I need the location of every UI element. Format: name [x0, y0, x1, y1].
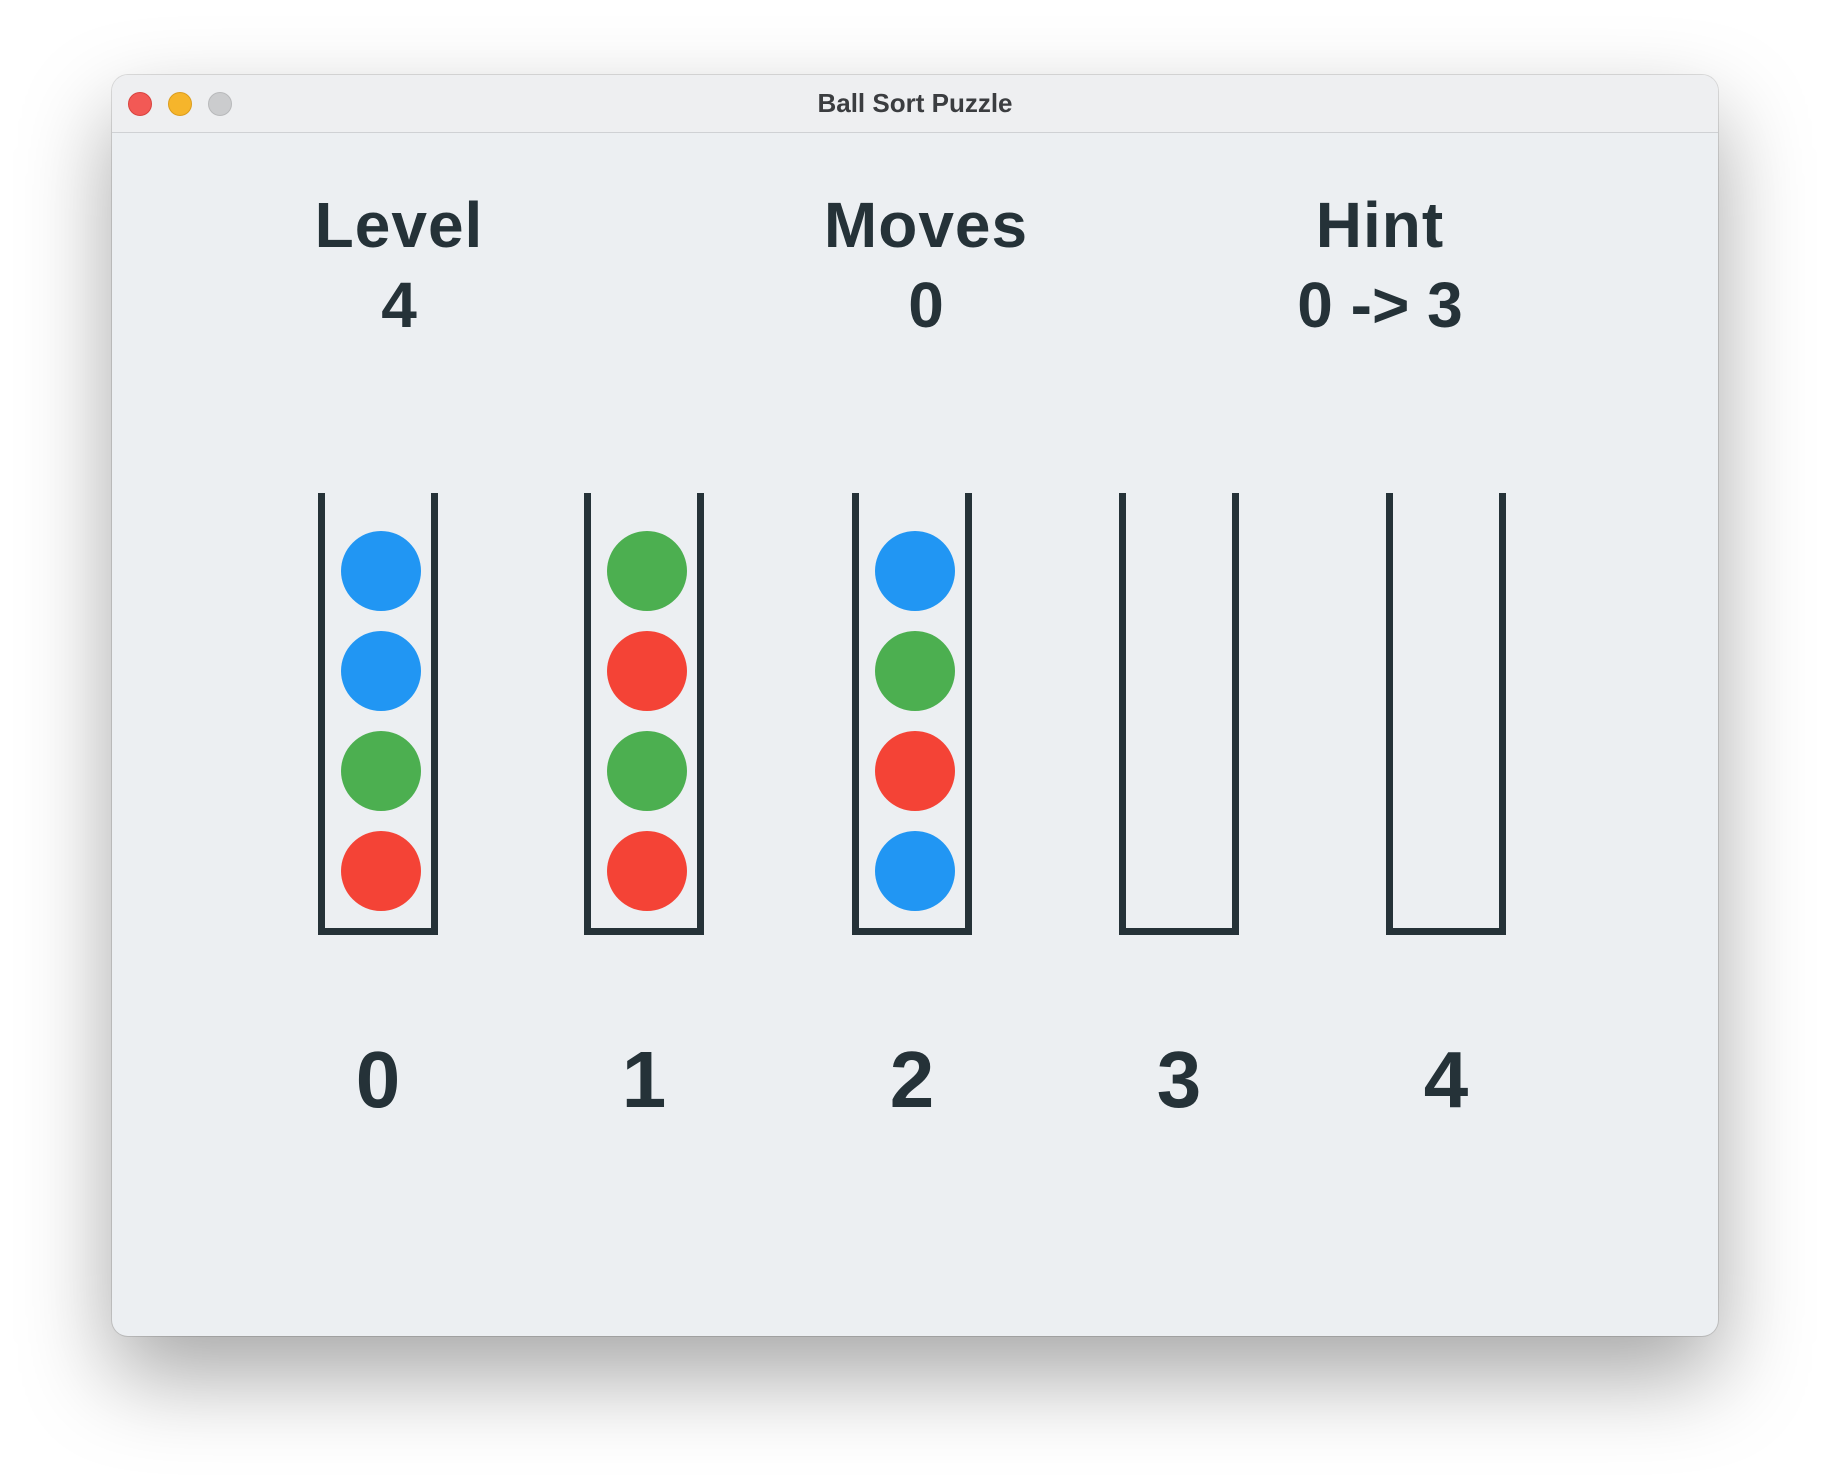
- hint-value: 0 -> 3: [1297, 269, 1463, 341]
- tube-label-1: 1: [621, 1035, 667, 1124]
- level-label: Level: [314, 189, 484, 261]
- ball-green[interactable]: [341, 731, 421, 811]
- level-stat: Level 4: [219, 185, 579, 345]
- tube-3[interactable]: [1119, 493, 1239, 935]
- window-title: Ball Sort Puzzle: [817, 88, 1013, 118]
- close-window-button[interactable]: [128, 92, 152, 116]
- ball-blue[interactable]: [341, 631, 421, 711]
- ball-red[interactable]: [607, 831, 687, 911]
- ball-green[interactable]: [607, 731, 687, 811]
- level-value: 4: [381, 269, 417, 341]
- tube-0[interactable]: [318, 493, 438, 935]
- ball-blue[interactable]: [875, 531, 955, 611]
- tube-label-0: 0: [355, 1035, 401, 1124]
- title-bar: Ball Sort Puzzle: [112, 75, 1718, 133]
- ball-green[interactable]: [875, 631, 955, 711]
- moves-label: Moves: [823, 189, 1029, 261]
- tube-label-2: 2: [889, 1035, 935, 1124]
- tube-label-4: 4: [1423, 1035, 1469, 1124]
- tube-2[interactable]: [852, 493, 972, 935]
- moves-value: 0: [908, 269, 944, 341]
- tube-1[interactable]: [584, 493, 704, 935]
- moves-stat: Moves 0: [746, 185, 1106, 345]
- ball-red[interactable]: [341, 831, 421, 911]
- ball-red[interactable]: [607, 631, 687, 711]
- ball-blue[interactable]: [341, 531, 421, 611]
- ball-green[interactable]: [607, 531, 687, 611]
- ball-blue[interactable]: [875, 831, 955, 911]
- hint-stat: Hint 0 -> 3: [1200, 185, 1560, 345]
- ball-red[interactable]: [875, 731, 955, 811]
- zoom-window-button[interactable]: [208, 92, 232, 116]
- game-window: Ball Sort Puzzle Level 4 Moves 0 Hint 0 …: [112, 75, 1718, 1336]
- tube-label-3: 3: [1156, 1035, 1202, 1124]
- tube-4[interactable]: [1386, 493, 1506, 935]
- hint-label: Hint: [1315, 189, 1445, 261]
- minimize-window-button[interactable]: [168, 92, 192, 116]
